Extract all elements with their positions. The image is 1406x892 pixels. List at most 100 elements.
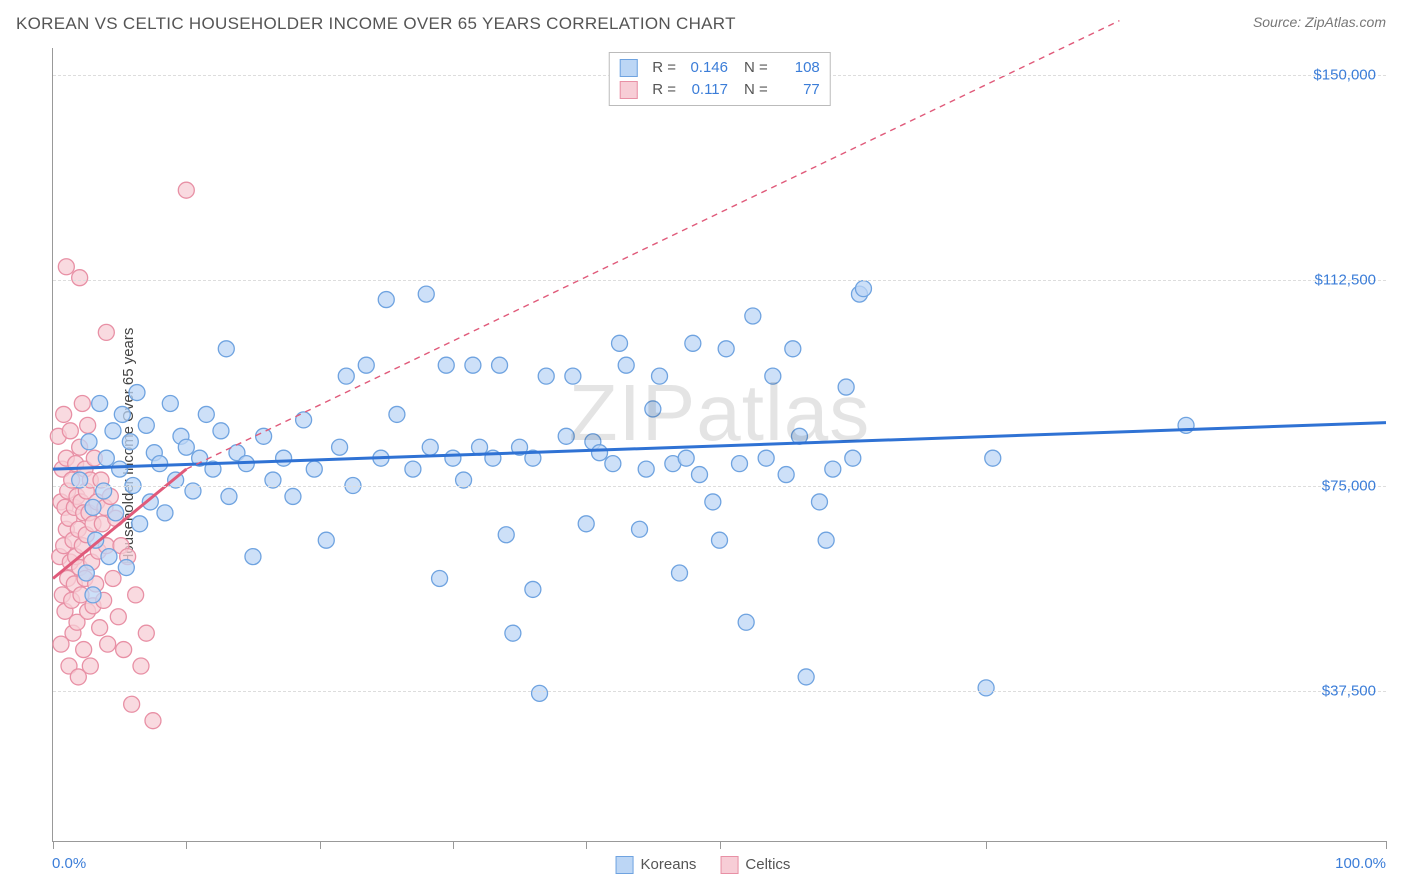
legend-n-value: 77 [776, 79, 820, 101]
legend-r-value: 0.117 [684, 79, 728, 101]
koreans-point [632, 521, 648, 537]
koreans-point [256, 428, 272, 444]
koreans-point [285, 488, 301, 504]
koreans-point [498, 527, 514, 543]
legend-stat-row: R = 0.146 N = 108 [619, 57, 820, 79]
koreans-point [845, 450, 861, 466]
celtics-point [110, 609, 126, 625]
koreans-point [276, 450, 292, 466]
koreans-point [152, 456, 168, 472]
celtics-point [178, 182, 194, 198]
x-tick [986, 841, 987, 849]
koreans-point [112, 461, 128, 477]
koreans-point [338, 368, 354, 384]
x-axis-min-label: 0.0% [52, 855, 86, 872]
koreans-point [438, 357, 454, 373]
koreans-point [692, 467, 708, 483]
koreans-point [378, 292, 394, 308]
koreans-point [85, 499, 101, 515]
koreans-point [738, 614, 754, 630]
koreans-point [978, 680, 994, 696]
celtics-point [58, 259, 74, 275]
koreans-point [108, 505, 124, 521]
koreans-point [162, 395, 178, 411]
koreans-point [558, 428, 574, 444]
koreans-point [765, 368, 781, 384]
koreans-point [758, 450, 774, 466]
x-tick [453, 841, 454, 849]
koreans-point [525, 581, 541, 597]
x-tick [186, 841, 187, 849]
koreans-point [389, 406, 405, 422]
legend-swatch [619, 81, 637, 99]
scatter-plot-svg [53, 48, 1386, 841]
celtics-point [100, 636, 116, 652]
koreans-point [811, 494, 827, 510]
koreans-point [838, 379, 854, 395]
celtics-point [133, 658, 149, 674]
legend-n-label: N = [744, 57, 768, 79]
y-tick-label: $150,000 [1313, 67, 1376, 84]
y-tick-label: $37,500 [1322, 682, 1376, 699]
koreans-point [105, 423, 121, 439]
x-tick [1386, 841, 1387, 849]
y-tick-label: $112,500 [1315, 272, 1376, 289]
koreans-point [705, 494, 721, 510]
series-legend: KoreansCeltics [616, 856, 791, 874]
koreans-point [672, 565, 688, 581]
koreans-point [98, 450, 114, 466]
chart-title: KOREAN VS CELTIC HOUSEHOLDER INCOME OVER… [16, 14, 736, 34]
celtics-point [145, 713, 161, 729]
koreans-point [422, 439, 438, 455]
koreans-point [245, 549, 261, 565]
koreans-point [618, 357, 634, 373]
celtics-point [74, 395, 90, 411]
koreans-point [645, 401, 661, 417]
koreans-point [78, 565, 94, 581]
koreans-point [332, 439, 348, 455]
koreans-point [296, 412, 312, 428]
koreans-point [798, 669, 814, 685]
legend-n-value: 108 [776, 57, 820, 79]
celtics-point [128, 587, 144, 603]
celtics-point [138, 625, 154, 641]
koreans-point [578, 516, 594, 532]
koreans-point [818, 532, 834, 548]
koreans-point [101, 549, 117, 565]
koreans-point [612, 335, 628, 351]
koreans-point [157, 505, 173, 521]
koreans-point [678, 450, 694, 466]
legend-item: Celtics [720, 856, 790, 874]
koreans-point [122, 434, 138, 450]
koreans-point [213, 423, 229, 439]
koreans-point [432, 570, 448, 586]
koreans-point [825, 461, 841, 477]
celtics-point [76, 642, 92, 658]
celtics-point [98, 324, 114, 340]
koreans-point [418, 286, 434, 302]
koreans-point [178, 439, 194, 455]
legend-r-value: 0.146 [684, 57, 728, 79]
koreans-point [592, 445, 608, 461]
koreans-point [465, 357, 481, 373]
koreans-point [81, 434, 97, 450]
koreans-point [198, 406, 214, 422]
koreans-point [785, 341, 801, 357]
koreans-point [778, 467, 794, 483]
koreans-point [114, 406, 130, 422]
koreans-point [745, 308, 761, 324]
legend-r-label: R = [652, 57, 676, 79]
celtics-point [62, 423, 78, 439]
koreans-point [85, 587, 101, 603]
legend-swatch [619, 59, 637, 77]
koreans-point [129, 385, 145, 401]
celtics-point [116, 642, 132, 658]
koreans-point [221, 488, 237, 504]
koreans-point [306, 461, 322, 477]
legend-stat-row: R =0.117N =77 [619, 79, 820, 101]
koreans-point [218, 341, 234, 357]
legend-n-label: N = [744, 79, 768, 101]
koreans-point [318, 532, 334, 548]
x-axis-max-label: 100.0% [1335, 855, 1386, 872]
correlation-legend: R = 0.146 N = 108R = 0.117 N = 77 [608, 52, 831, 106]
